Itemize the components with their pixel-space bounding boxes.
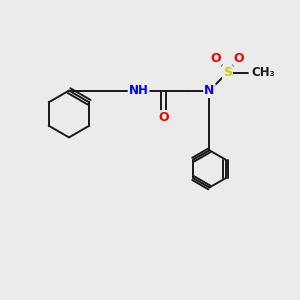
Text: NH: NH xyxy=(129,84,148,97)
Text: CH₃: CH₃ xyxy=(251,66,275,79)
Text: O: O xyxy=(158,111,169,124)
Text: O: O xyxy=(211,52,221,65)
Text: N: N xyxy=(204,84,214,97)
Text: S: S xyxy=(223,66,232,79)
Text: O: O xyxy=(233,52,244,65)
